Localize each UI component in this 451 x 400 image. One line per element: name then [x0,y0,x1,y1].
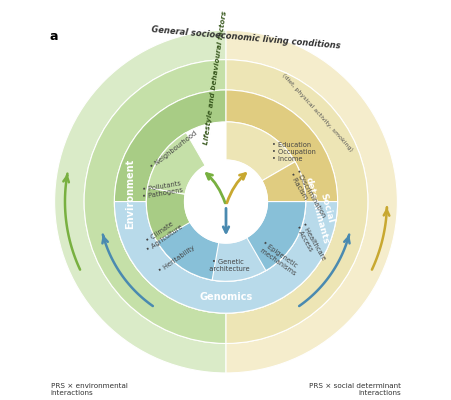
Wedge shape [55,30,226,373]
Wedge shape [212,233,276,281]
Text: a: a [49,30,57,43]
Text: • Healthcare
• Access: • Healthcare • Access [293,222,326,265]
Text: General socioeconomic living conditions: General socioeconomic living conditions [151,26,340,51]
Wedge shape [146,188,194,253]
Wedge shape [226,90,337,313]
Wedge shape [226,122,295,181]
Wedge shape [114,202,337,313]
Text: Environment: Environment [125,158,135,229]
Wedge shape [156,222,226,281]
Wedge shape [226,30,396,373]
Text: PRS × social determinant
interactions: PRS × social determinant interactions [308,383,400,396]
Text: • Discrimination
• Racism: • Discrimination • Racism [288,168,326,222]
Text: Lifestyle and behavioural factors: Lifestyle and behavioural factors [203,10,228,145]
Wedge shape [246,202,305,271]
Text: • Epigenetic
  mechanisms: • Epigenetic mechanisms [254,239,300,276]
Wedge shape [261,162,305,229]
Text: PRS × environmental
interactions: PRS × environmental interactions [51,383,127,396]
Text: • Pollutants
• Pathogens: • Pollutants • Pathogens [141,180,183,200]
Text: • Climate
• Agriculture: • Climate • Agriculture [141,218,183,252]
Text: Social
determinants: Social determinants [303,174,339,245]
Wedge shape [226,60,367,344]
Circle shape [184,160,267,243]
Text: (diet, physical activity, smoking): (diet, physical activity, smoking) [281,73,353,153]
Text: • Education
• Occupation
• Income: • Education • Occupation • Income [272,142,315,162]
Text: • Neighbourhood: • Neighbourhood [149,130,198,170]
Wedge shape [226,216,300,281]
Wedge shape [165,228,226,281]
Wedge shape [147,132,205,194]
Text: • Heritability: • Heritability [157,244,195,274]
Wedge shape [84,60,226,344]
Text: • Genetic
  architecture: • Genetic architecture [205,259,249,272]
Text: Genomics: Genomics [199,292,252,302]
Wedge shape [114,90,226,313]
